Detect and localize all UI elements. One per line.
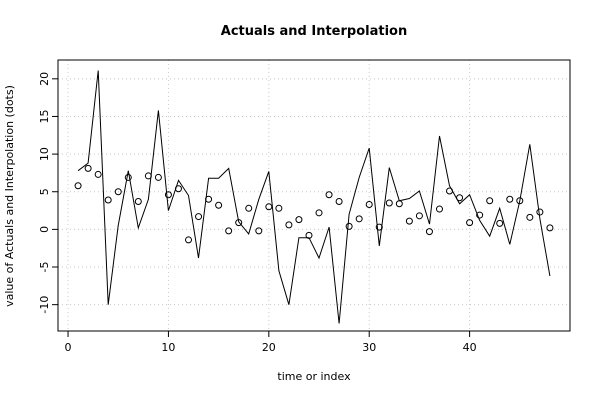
y-tick-label: -10 (38, 296, 51, 314)
data-point (134, 198, 142, 206)
data-point (335, 198, 343, 206)
grid (58, 60, 570, 331)
data-point (285, 221, 293, 229)
data-point (124, 173, 132, 181)
x-tick-label: 20 (262, 341, 276, 354)
data-point (164, 191, 172, 199)
chart-title: Actuals and Interpolation (221, 24, 407, 39)
data-point (526, 213, 534, 221)
data-point (506, 195, 514, 203)
data-point (74, 182, 82, 190)
data-point (315, 209, 323, 217)
data-point (425, 228, 433, 236)
data-point (235, 219, 243, 227)
data-point (114, 188, 122, 196)
x-tick-label: 10 (161, 341, 175, 354)
data-point (375, 223, 383, 231)
data-point (84, 164, 92, 172)
y-tick-label: 20 (38, 72, 51, 86)
y-axis-label: value of Actuals and Interpolation (dots… (3, 85, 16, 307)
data-point (516, 197, 524, 205)
data-point (496, 219, 504, 227)
data-point (295, 216, 303, 224)
data-point (174, 185, 182, 193)
data-point (185, 236, 193, 244)
data-point (205, 195, 213, 203)
data-point (94, 170, 102, 178)
data-point (255, 227, 263, 235)
x-tick-label: 40 (463, 341, 477, 354)
data-point (456, 194, 464, 202)
data-point (486, 197, 494, 205)
series-layer (74, 70, 554, 324)
data-point (325, 191, 333, 199)
data-point (385, 199, 393, 207)
data-point (446, 187, 454, 195)
data-point (435, 205, 443, 213)
data-point (104, 196, 112, 204)
data-point (305, 231, 313, 239)
series-line (77, 70, 551, 324)
y-tick-label: 10 (38, 147, 51, 161)
data-point (265, 203, 273, 211)
data-point (405, 217, 413, 225)
y-tick-label: -5 (38, 262, 51, 273)
data-point (476, 211, 484, 219)
data-point (275, 204, 283, 212)
data-point (466, 219, 474, 227)
data-point (536, 208, 544, 216)
data-point (365, 201, 373, 209)
x-axis-label: time or index (277, 370, 351, 383)
data-point (195, 213, 203, 221)
data-point (154, 173, 162, 181)
x-tick-label: 30 (362, 341, 376, 354)
data-point (215, 201, 223, 209)
data-point (415, 212, 423, 220)
data-point (345, 222, 353, 230)
data-point (245, 204, 253, 212)
plot-frame (57, 59, 571, 332)
data-point (546, 224, 554, 232)
data-point (144, 172, 152, 180)
data-point (395, 200, 403, 208)
data-point (355, 215, 363, 223)
y-tick-label: 0 (38, 226, 51, 233)
y-tick-label: 15 (38, 109, 51, 123)
x-tick-label: 0 (65, 341, 72, 354)
axes: 0 10 20 30 40 -10 -5 0 5 10 15 20 (38, 72, 477, 354)
data-point (225, 227, 233, 235)
y-tick-label: 5 (38, 188, 51, 195)
